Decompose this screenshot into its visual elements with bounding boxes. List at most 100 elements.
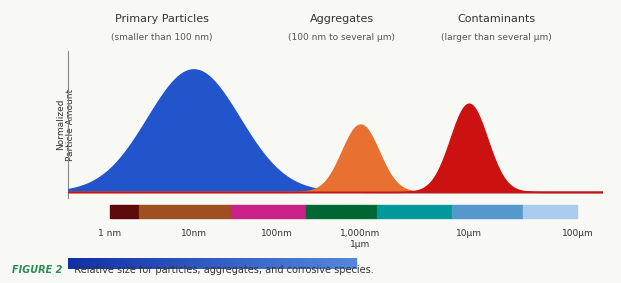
Bar: [101, 258, 103, 269]
Bar: [306, 205, 377, 218]
Y-axis label: Normalized
Particle Amount: Normalized Particle Amount: [56, 89, 75, 160]
Bar: [179, 258, 181, 269]
Bar: [77, 258, 78, 269]
Bar: [345, 258, 346, 269]
Bar: [228, 258, 230, 269]
Bar: [78, 258, 80, 269]
Bar: [122, 258, 123, 269]
Bar: [160, 258, 162, 269]
Bar: [346, 258, 348, 269]
Bar: [205, 258, 207, 269]
Bar: [296, 258, 297, 269]
Bar: [217, 258, 218, 269]
Bar: [112, 258, 113, 269]
Bar: [377, 205, 452, 218]
Bar: [189, 258, 191, 269]
Bar: [76, 258, 77, 269]
Bar: [218, 258, 219, 269]
Bar: [309, 258, 310, 269]
Bar: [302, 258, 303, 269]
Bar: [199, 258, 201, 269]
Bar: [143, 258, 145, 269]
Bar: [222, 258, 224, 269]
Bar: [353, 258, 355, 269]
Bar: [110, 258, 112, 269]
Bar: [253, 258, 254, 269]
Bar: [207, 258, 208, 269]
Bar: [103, 258, 104, 269]
Bar: [313, 258, 314, 269]
Bar: [355, 258, 356, 269]
Bar: [130, 258, 132, 269]
Bar: [303, 258, 304, 269]
Bar: [90, 258, 91, 269]
Bar: [175, 258, 176, 269]
Bar: [147, 258, 149, 269]
Bar: [178, 258, 179, 269]
Bar: [209, 258, 211, 269]
Bar: [316, 258, 317, 269]
Bar: [83, 258, 84, 269]
Bar: [452, 205, 523, 218]
Bar: [231, 258, 232, 269]
Bar: [133, 258, 135, 269]
Bar: [237, 258, 238, 269]
Bar: [310, 258, 312, 269]
Bar: [202, 258, 204, 269]
Bar: [124, 258, 126, 269]
Bar: [348, 258, 349, 269]
Bar: [231, 205, 306, 218]
Bar: [149, 258, 150, 269]
Bar: [70, 258, 71, 269]
Bar: [120, 258, 122, 269]
Bar: [162, 258, 163, 269]
Bar: [137, 258, 139, 269]
Bar: [281, 258, 283, 269]
Bar: [284, 258, 286, 269]
Bar: [244, 258, 245, 269]
Bar: [297, 258, 299, 269]
Bar: [150, 258, 152, 269]
Text: FIGURE 2: FIGURE 2: [12, 265, 63, 275]
Bar: [280, 258, 281, 269]
Bar: [274, 258, 276, 269]
Bar: [96, 258, 97, 269]
Bar: [255, 258, 257, 269]
Bar: [129, 258, 130, 269]
Bar: [113, 258, 114, 269]
Bar: [107, 258, 109, 269]
Bar: [80, 258, 81, 269]
Bar: [71, 258, 73, 269]
Bar: [171, 258, 172, 269]
Bar: [93, 258, 94, 269]
Bar: [191, 258, 192, 269]
Bar: [290, 258, 291, 269]
Bar: [68, 258, 70, 269]
Bar: [330, 258, 332, 269]
Bar: [212, 258, 214, 269]
Bar: [221, 258, 222, 269]
Bar: [333, 258, 335, 269]
Bar: [84, 258, 86, 269]
Bar: [104, 258, 106, 269]
Bar: [225, 258, 227, 269]
Bar: [336, 258, 337, 269]
Bar: [185, 258, 186, 269]
Bar: [94, 258, 96, 269]
Bar: [117, 258, 119, 269]
Bar: [91, 258, 93, 269]
Bar: [166, 258, 168, 269]
Bar: [267, 258, 268, 269]
Bar: [271, 258, 273, 269]
Text: Contaminants: Contaminants: [458, 14, 536, 24]
Bar: [109, 258, 110, 269]
Bar: [317, 258, 319, 269]
Bar: [140, 258, 142, 269]
Bar: [312, 258, 313, 269]
Text: 10nm: 10nm: [181, 229, 206, 238]
Bar: [314, 258, 316, 269]
Bar: [116, 258, 117, 269]
Bar: [322, 258, 323, 269]
Bar: [73, 258, 74, 269]
Bar: [293, 258, 294, 269]
